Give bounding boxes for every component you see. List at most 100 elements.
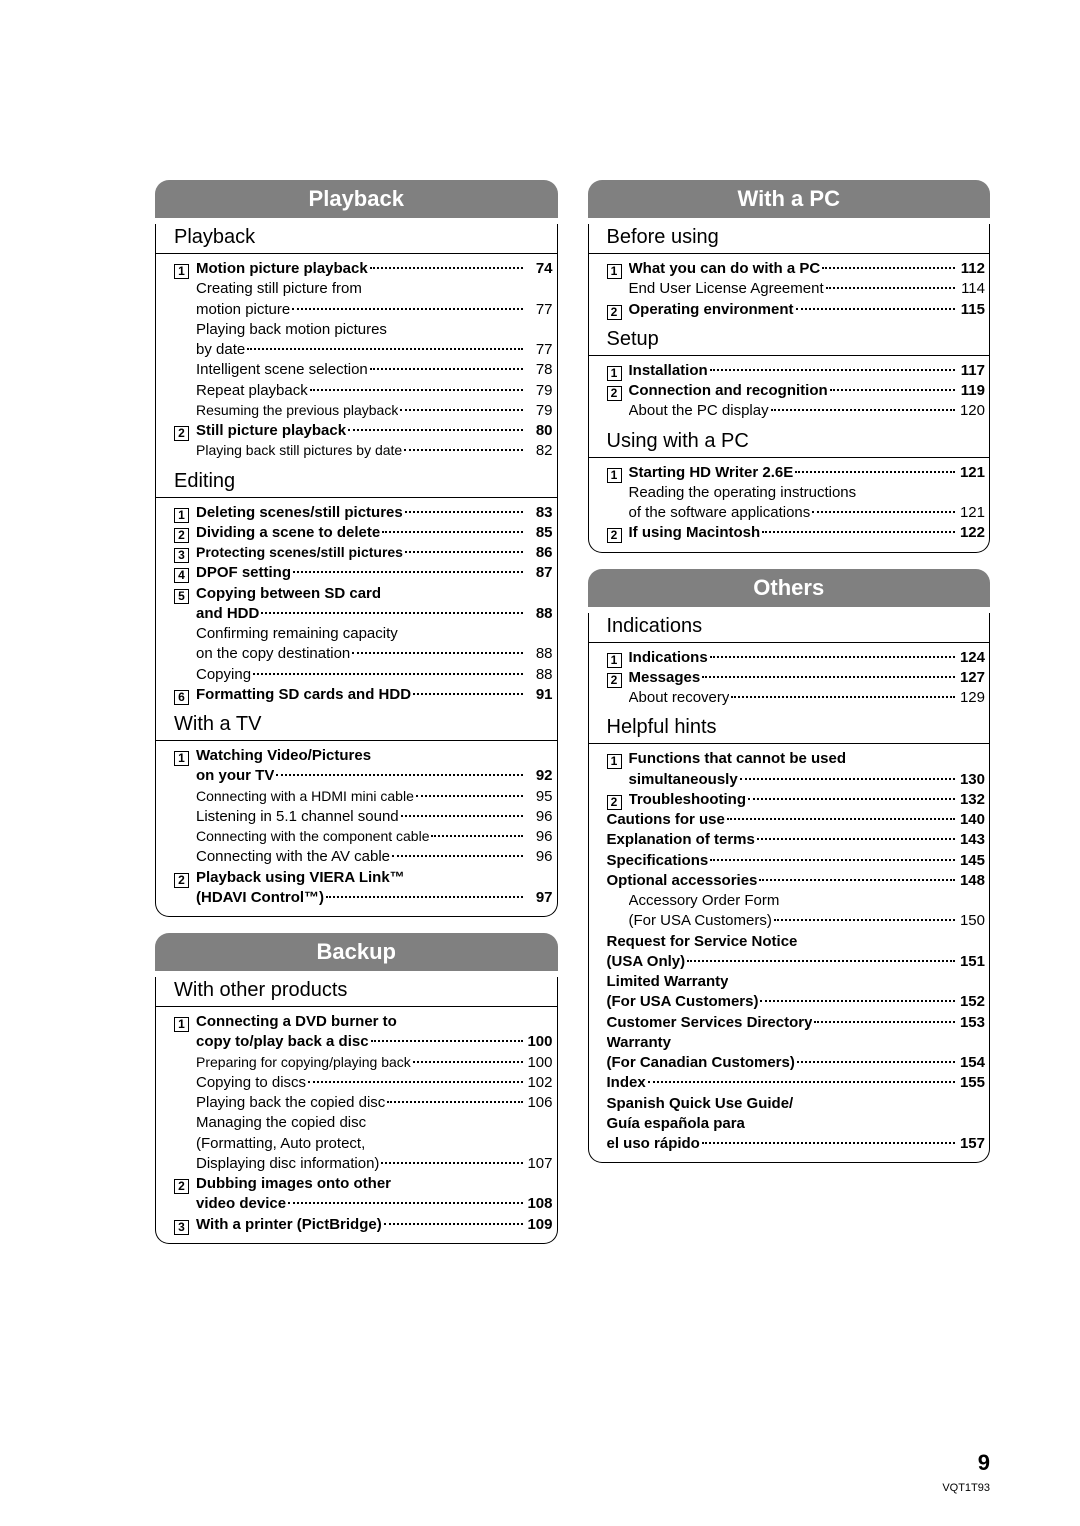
toc-row: 2Troubleshooting132 (607, 790, 986, 810)
toc-leader-dots (648, 1081, 955, 1083)
toc-page: 127 (957, 668, 985, 688)
section-frame: Indications1Indications1242Messages127Ab… (588, 613, 991, 1164)
toc-leader-dots (774, 919, 955, 921)
toc-page: 112 (957, 259, 985, 279)
toc-leader-dots (759, 879, 955, 881)
toc-leader-dots (261, 612, 522, 614)
toc-list: 1Deleting scenes/still pictures832Dividi… (156, 503, 557, 706)
toc-page: 143 (957, 830, 985, 850)
toc-label: With a printer (PictBridge) (196, 1215, 382, 1235)
toc-label: Creating still picture from (196, 279, 362, 299)
item-number-box: 6 (174, 690, 189, 705)
item-number-box: 1 (174, 264, 189, 279)
item-number-box: 1 (607, 754, 622, 769)
item-number-box: 1 (607, 366, 622, 381)
toc-page: 153 (957, 1013, 985, 1033)
toc-leader-dots (727, 818, 955, 820)
toc-page: 88 (525, 644, 553, 664)
toc-page: 88 (525, 604, 553, 624)
toc-label: Formatting SD cards and HDD (196, 685, 411, 705)
toc-leader-dots (710, 859, 955, 861)
toc-leader-dots (822, 267, 955, 269)
toc-page: 114 (957, 279, 985, 299)
toc-row: (For USA Customers) 152 (607, 992, 986, 1012)
toc-page: 124 (957, 648, 985, 668)
toc-label: Guía española para (607, 1114, 745, 1134)
toc-page: 85 (525, 523, 553, 543)
toc-label: End User License Agreement (629, 279, 824, 299)
toc-page: 79 (525, 401, 553, 421)
toc-page: 152 (957, 992, 985, 1012)
toc-row: Repeat playback79 (174, 381, 553, 401)
subsection-title: Indications (589, 613, 990, 643)
toc-label: Connection and recognition (629, 381, 828, 401)
toc-leader-dots (795, 471, 955, 473)
toc-page: 120 (957, 401, 985, 421)
toc-leader-dots (757, 838, 955, 840)
toc-page: 87 (525, 563, 553, 583)
toc-row: Spanish Quick Use Guide/ (607, 1094, 986, 1114)
toc-leader-dots (387, 1101, 522, 1103)
toc-row: Intelligent scene selection78 (174, 360, 553, 380)
toc-label: motion picture (196, 300, 290, 320)
toc-leader-dots (405, 511, 523, 513)
toc-row: Optional accessories148 (607, 871, 986, 891)
toc-label: (For USA Customers) (607, 992, 759, 1012)
toc-page: 122 (957, 523, 985, 543)
item-number-box: 2 (607, 386, 622, 401)
toc-label: About recovery (629, 688, 730, 708)
toc-row: Preparing for copying/playing back100 (174, 1053, 553, 1073)
toc-row: Playing back still pictures by date82 (174, 441, 553, 461)
toc-row: by date77 (174, 340, 553, 360)
item-number-box: 3 (174, 1220, 189, 1235)
toc-page: 150 (957, 911, 985, 931)
toc-leader-dots (710, 656, 955, 658)
toc-leader-dots (392, 855, 522, 857)
toc-label: Repeat playback (196, 381, 308, 401)
toc-row: Explanation of terms 143 (607, 830, 986, 850)
toc-page: 108 (525, 1194, 553, 1214)
toc-label: Messages (629, 668, 701, 688)
toc-label: Operating environment (629, 300, 794, 320)
toc-row: 2Dividing a scene to delete85 (174, 523, 553, 543)
toc-leader-dots (348, 429, 522, 431)
toc-row: 1Deleting scenes/still pictures83 (174, 503, 553, 523)
toc-label: Connecting with the AV cable (196, 847, 390, 867)
toc-leader-dots (710, 369, 955, 371)
toc-leader-dots (830, 389, 955, 391)
toc-row: and HDD88 (174, 604, 553, 624)
toc-leader-dots (702, 676, 955, 678)
toc-label: Optional accessories (607, 871, 758, 891)
toc-leader-dots (416, 795, 523, 797)
item-number-box: 1 (607, 468, 622, 483)
toc-label: Spanish Quick Use Guide/ (607, 1094, 794, 1114)
toc-label: (USA Only) (607, 952, 686, 972)
subsection-title: Setup (589, 326, 990, 356)
item-number-box: 2 (607, 528, 622, 543)
toc-label: Dividing a scene to delete (196, 523, 380, 543)
toc-leader-dots (384, 1223, 523, 1225)
toc-label: Playing back the copied disc (196, 1093, 385, 1113)
toc-label: What you can do with a PC (629, 259, 821, 279)
toc-row: simultaneously130 (607, 770, 986, 790)
toc-row: 2Playback using VIERA Link™ (174, 868, 553, 888)
toc-page: 121 (957, 463, 985, 483)
toc-label: on your TV (196, 766, 274, 786)
toc-page: 100 (525, 1032, 553, 1052)
toc-page: 96 (525, 807, 553, 827)
toc-page: 92 (525, 766, 553, 786)
toc-row: copy to/play back a disc100 (174, 1032, 553, 1052)
page-number: 9 (978, 1450, 990, 1476)
item-number-box: 5 (174, 589, 189, 604)
toc-label: Listening in 5.1 channel sound (196, 807, 399, 827)
toc-leader-dots (797, 1061, 955, 1063)
toc-page: 115 (957, 300, 985, 320)
toc-row: 1Motion picture playback74 (174, 259, 553, 279)
toc-label: Explanation of terms (607, 830, 755, 850)
subsection-title: Helpful hints (589, 714, 990, 744)
toc-label: Request for Service Notice (607, 932, 798, 952)
toc-page: 130 (957, 770, 985, 790)
toc-page: 96 (525, 827, 553, 847)
toc-label: video device (196, 1194, 286, 1214)
toc-row: 2Dubbing images onto other (174, 1174, 553, 1194)
